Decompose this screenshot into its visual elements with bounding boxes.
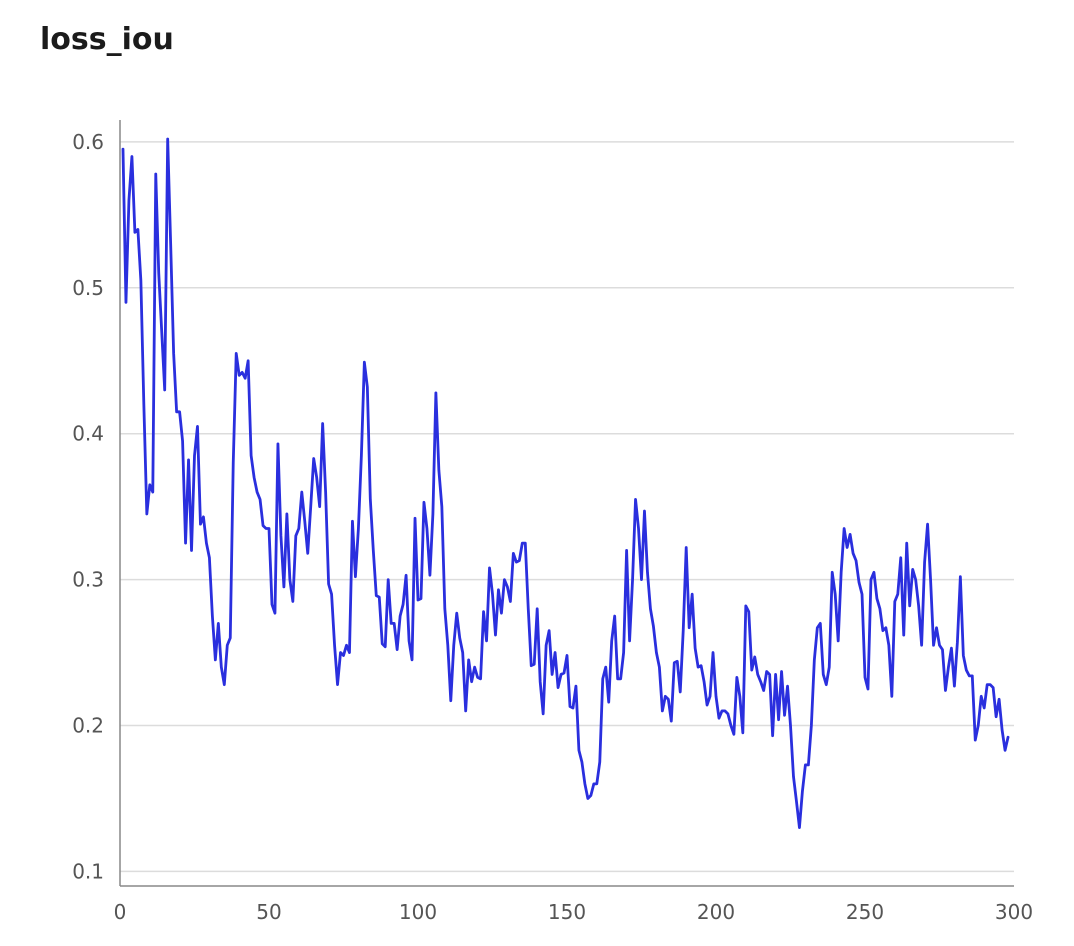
x-tick-label: 300	[995, 900, 1033, 924]
y-tick-label: 0.6	[72, 130, 104, 154]
y-tick-label: 0.2	[72, 714, 104, 738]
tick-labels: 0.1 0.2 0.3 0.4 0.5 0.6 0 50 100 150 200 250 300	[72, 130, 1033, 924]
series	[121, 137, 1010, 830]
chart-title: loss_iou	[40, 22, 174, 57]
y-tick-label: 0.1	[72, 859, 104, 883]
x-tick-label: 150	[548, 900, 586, 924]
x-tick-label: 200	[697, 900, 735, 924]
y-tick-label: 0.4	[72, 422, 104, 446]
axes	[119, 120, 1014, 887]
grid-lines	[120, 141, 1014, 873]
y-tick-label: 0.3	[72, 568, 104, 592]
series-line	[121, 137, 1010, 830]
x-tick-label: 50	[256, 900, 281, 924]
x-tick-label: 250	[846, 900, 884, 924]
x-tick-label: 0	[114, 900, 127, 924]
y-tick-label: 0.5	[72, 276, 104, 300]
x-tick-label: 100	[399, 900, 437, 924]
